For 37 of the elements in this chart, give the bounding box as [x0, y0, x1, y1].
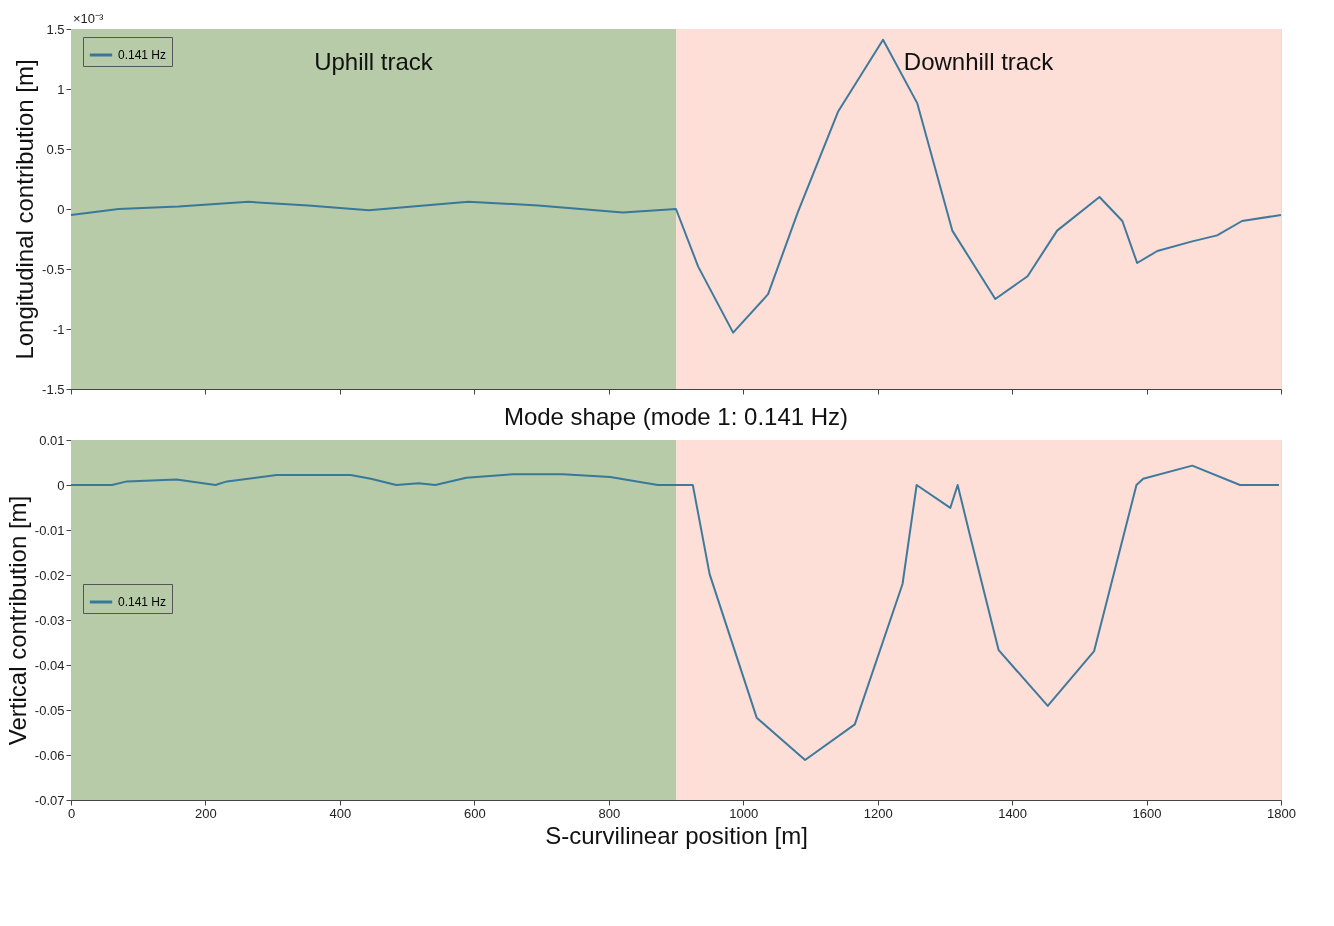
legend-label: 0.141 Hz	[118, 595, 167, 609]
band-label: Downhill track	[903, 48, 1055, 75]
x-tick-label: 800	[598, 805, 621, 821]
x-tick-label: 1600	[1132, 805, 1162, 821]
y-tick-label: 0	[57, 477, 65, 493]
x-tick-label: 1000	[729, 805, 759, 821]
y-tick-label: -0.04	[34, 657, 65, 673]
chart-title: Mode shape (mode 1: 0.141 Hz)	[503, 403, 849, 430]
x-tick-label: 1200	[863, 805, 893, 821]
y-axis-title: Vertical contribution [m]	[3, 495, 31, 746]
x-tick-label: 400	[329, 805, 352, 821]
y-tick-label: -0.01	[34, 522, 65, 538]
y-tick-label: 0.01	[39, 432, 65, 448]
x-tick-label: 200	[195, 805, 217, 821]
y-tick-label: -0.5	[42, 261, 65, 277]
legend-label: 0.141 Hz	[118, 48, 167, 62]
y-tick-label: 0	[57, 201, 65, 217]
line-series	[70, 464, 1280, 761]
line-series	[70, 38, 1282, 334]
y-tick-label: 1.5	[46, 21, 65, 37]
y-tick-label: -0.02	[34, 567, 65, 583]
y-tick-label: -0.05	[34, 702, 65, 718]
y-tick-label: 0.5	[46, 141, 65, 157]
y-tick-label: -0.07	[34, 792, 65, 808]
x-axis-title: S-curvilinear position [m]	[545, 821, 808, 849]
y-axis-title: Longitudinal contribution [m]	[11, 59, 39, 360]
x-tick-label: 1400	[998, 805, 1028, 821]
y-tick-label: -1	[52, 321, 65, 337]
text: ×10⁻³	[73, 11, 105, 26]
x-tick-label: 600	[463, 805, 486, 821]
y-tick-label: -0.06	[34, 747, 65, 763]
x-tick-label: 0	[67, 805, 76, 821]
y-tick-label: 1	[57, 81, 65, 97]
band-label: Uphill track	[314, 48, 434, 75]
x-tick-label: 1800	[1267, 805, 1296, 821]
y-tick-label: -0.03	[34, 612, 65, 628]
y-tick-label: -1.5	[42, 381, 65, 397]
